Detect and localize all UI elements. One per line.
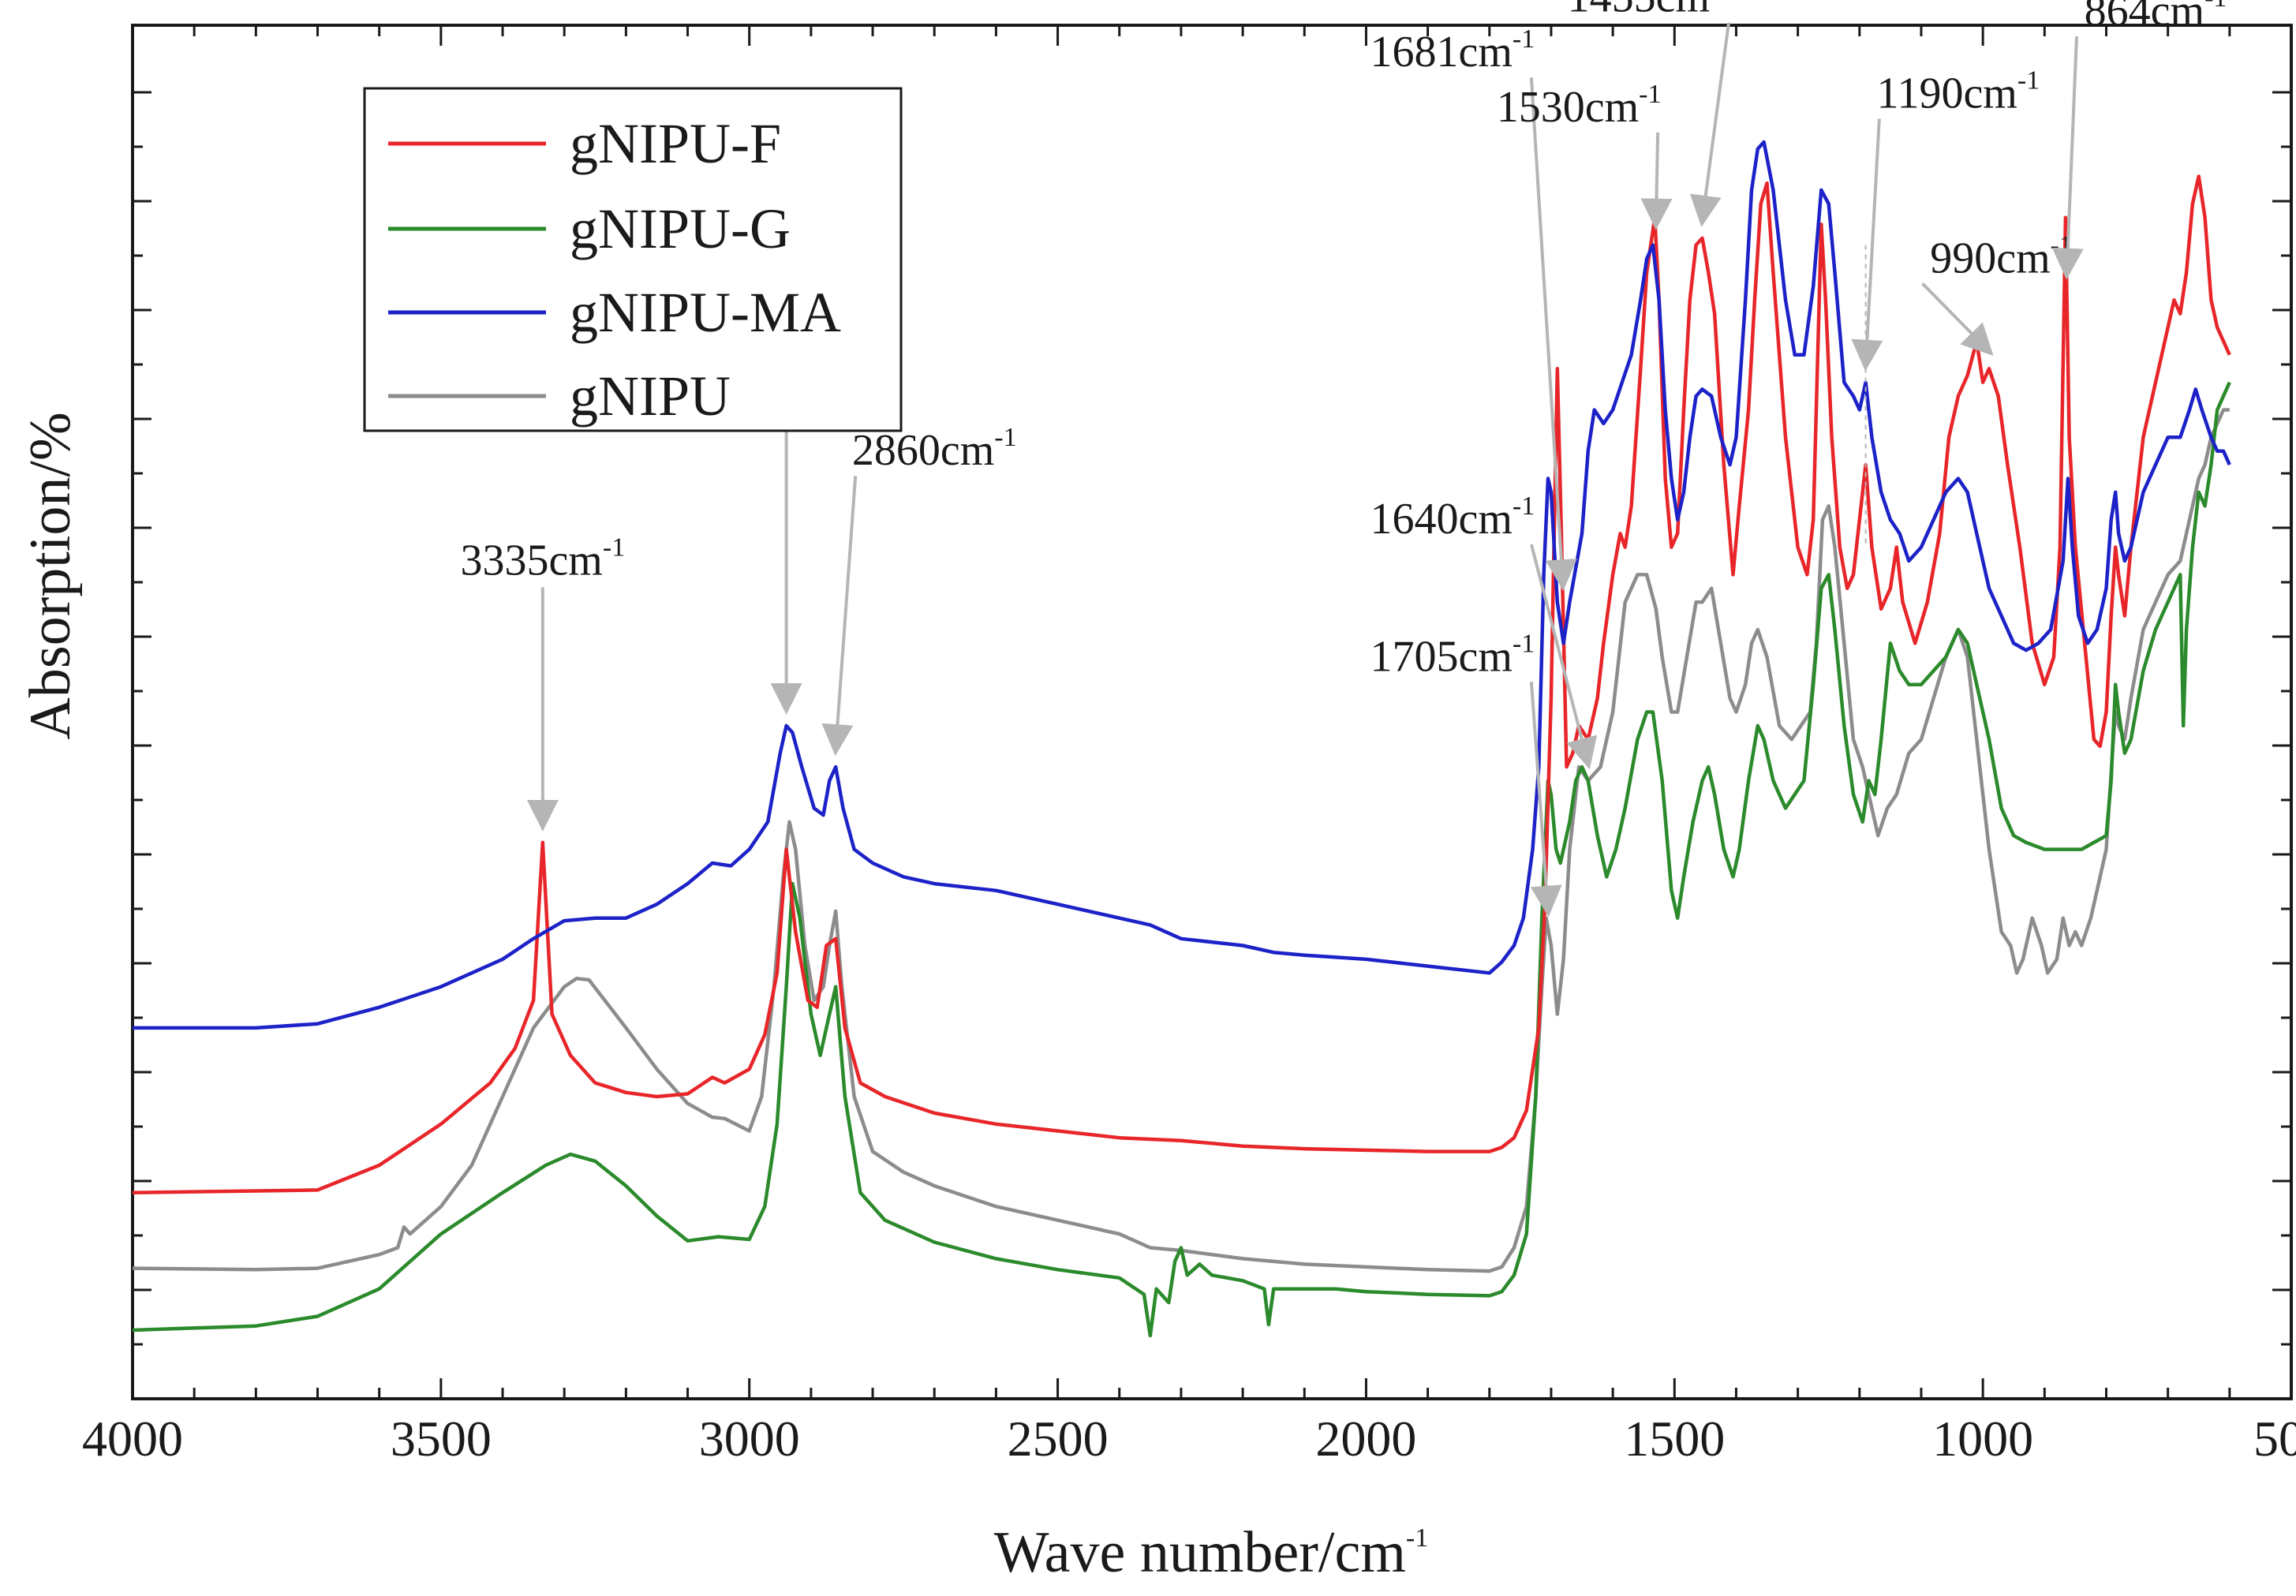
- annotation-label-text: 864cm: [2085, 0, 2204, 36]
- x-tick-label-1500: 1500: [1624, 1411, 1725, 1467]
- annotation-label-1681: 1681cm-1: [1370, 24, 1535, 77]
- annotation-label-text: 1190cm: [1877, 69, 2017, 118]
- annotation-label-sup: -1: [2204, 0, 2227, 13]
- annotation-arrow-1681: [1529, 77, 1577, 592]
- annotation-arrow-1530: [1640, 132, 1673, 230]
- annotation-label-sup: -1: [1639, 80, 1661, 109]
- annotation-arrow-1190: [1851, 118, 1883, 372]
- annotation-label-text: 1705cm: [1370, 632, 1512, 681]
- x-tick-label-3500: 3500: [391, 1411, 492, 1467]
- annotation-label-1530: 1530cm-1: [1497, 80, 1662, 132]
- annotation-label-1260: 1260cm-1: [1802, 0, 1967, 8]
- series-line-gnipu-f: [132, 174, 2231, 1195]
- annotation-label-sup: -1: [994, 423, 1016, 452]
- annotation-label-1640: 1640cm-1: [1370, 492, 1535, 544]
- annotation-label-sup: -1: [1513, 492, 1535, 521]
- annotation-label-text: 2860cm: [852, 426, 994, 475]
- legend-label-gnipu-f: gNIPU-F: [570, 112, 781, 175]
- annotation-label-990: 990cm-1: [1930, 230, 2073, 282]
- legend-label-gnipu: gNIPU: [570, 364, 731, 428]
- series-group: [132, 140, 2231, 1338]
- x-tick-label-2500: 2500: [1008, 1411, 1109, 1467]
- annotation-label-text: 1455cm: [1568, 0, 1710, 22]
- legend: gNIPU-F gNIPU-G gNIPU-MA gNIPU: [363, 87, 903, 432]
- annotation-label-sup: -1: [603, 533, 625, 562]
- x-tick-label-2000: 2000: [1315, 1411, 1416, 1467]
- annotation-arrow-1640: [1529, 544, 1598, 770]
- annotation-label-3335: 3335cm-1: [460, 533, 625, 585]
- annotation-label-1190: 1190cm-1: [1877, 65, 2040, 118]
- y-axis-title: Absorption/%: [18, 412, 83, 739]
- legend-label-gnipu-g: gNIPU-G: [570, 197, 791, 260]
- legend-label-gnipu-ma: gNIPU-MA: [570, 281, 841, 344]
- series-line-gnipu-g: [132, 381, 2231, 1338]
- annotation-label-sup: -1: [1513, 629, 1535, 658]
- x-axis-title-text: Wave number/cm: [994, 1520, 1406, 1585]
- x-tick-labels: 4000 3500 3000 2500 2000 1500 1000 500: [82, 1411, 2296, 1467]
- annotation-label-864: 864cm-1: [2085, 0, 2227, 36]
- series-line-gnipu-ma: [133, 140, 2231, 1030]
- annotation-label-text: 990cm: [1930, 234, 2050, 282]
- annotation-label-1455: 1455cm-1: [1568, 0, 1733, 22]
- x-axis-title-sup: -1: [1406, 1523, 1428, 1553]
- annotation-label-text: 1681cm: [1370, 28, 1512, 77]
- annotation-label-sup: -1: [2017, 65, 2040, 95]
- axis-ticks: [131, 25, 2293, 1399]
- annotation-label-text: 1530cm: [1497, 83, 1639, 132]
- annotation-arrow-2860: [821, 475, 858, 757]
- x-tick-label-1000: 1000: [1932, 1411, 2033, 1467]
- x-tick-label-500: 500: [2253, 1411, 2296, 1467]
- x-axis-title: Wave number/cm-1: [994, 1520, 1428, 1585]
- annotation-arrow-864: [2051, 36, 2084, 280]
- x-tick-label-3000: 3000: [699, 1411, 800, 1467]
- annotation-label-sup: -1: [1513, 24, 1535, 54]
- annotation-label-text: 3335cm: [460, 536, 602, 585]
- annotation-label-1705: 1705cm-1: [1370, 629, 1535, 681]
- annotation-label-text: 1640cm: [1370, 495, 1512, 544]
- x-tick-label-4000: 4000: [82, 1411, 183, 1467]
- annotation-arrow-1455: [1689, 22, 1730, 227]
- annotation-arrow-1705: [1529, 682, 1562, 918]
- annotation-label-2860: 2860cm-1: [852, 423, 1017, 475]
- plot-frame: [131, 24, 2293, 1400]
- annotation-label-text: 1260cm: [1802, 0, 1944, 8]
- annotation-arrow-990: [1921, 282, 1994, 356]
